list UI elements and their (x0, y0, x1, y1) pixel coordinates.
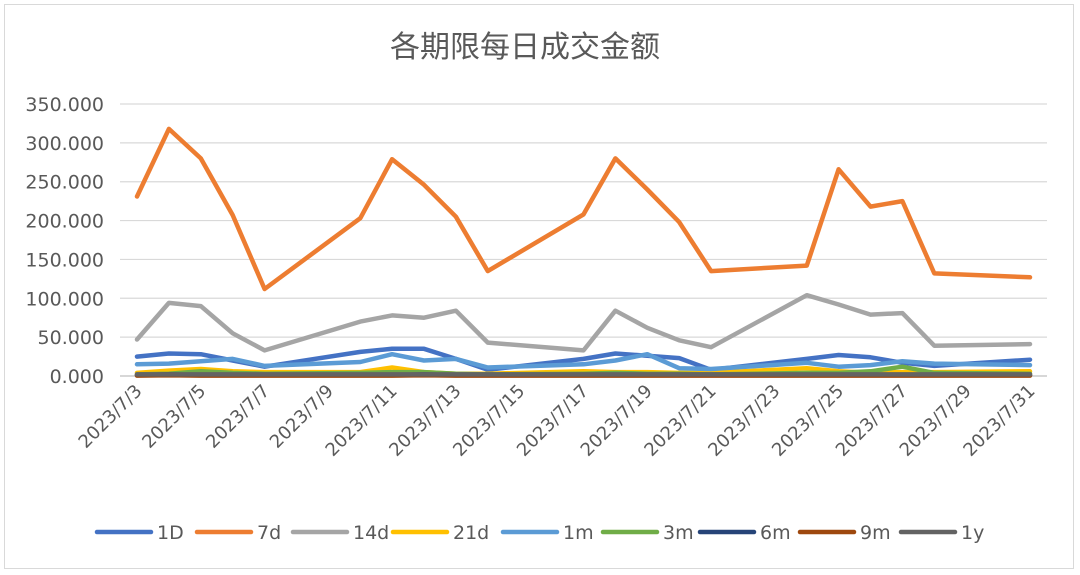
grid-layer (120, 103, 1047, 377)
series-line-1m (134, 351, 1033, 372)
legend-label: 1D (157, 522, 184, 544)
legend-label: 7d (257, 522, 281, 544)
y-tick-label: 300.000 (25, 133, 104, 155)
y-tick-label: 250.000 (25, 172, 104, 194)
legend-label: 21d (453, 522, 489, 544)
x-tick-label: 2023/7/3 (75, 381, 147, 453)
legend-label: 3m (663, 522, 694, 544)
legend-label: 6m (760, 522, 791, 544)
legend-label: 9m (860, 522, 891, 544)
chart-title: 各期限每日成交金额 (390, 30, 660, 65)
series-line-14d (134, 292, 1033, 353)
legend-label: 1m (563, 522, 594, 544)
legend-label: 1y (961, 522, 984, 544)
y-tick-label: 350.000 (25, 94, 104, 116)
x-tick-label: 2023/7/7 (202, 381, 274, 453)
x-tick-label: 2023/7/5 (138, 381, 210, 453)
y-tick-label: 0.000 (50, 366, 104, 388)
legend-label: 14d (353, 522, 389, 544)
x-axis-ticks: 2023/7/32023/7/52023/7/72023/7/92023/7/1… (75, 381, 1040, 461)
y-tick-label: 200.000 (25, 211, 104, 233)
y-tick-label: 100.000 (25, 288, 104, 310)
y-axis-ticks: 0.000 50.000 100.000 150.000 200.000 250.000 3… (25, 94, 104, 388)
y-tick-label: 50.000 (38, 327, 104, 349)
legend: 1D 7d 14d 21d 1m 3m 6m 9m 1y (94, 522, 984, 544)
chart-area (4, 4, 1074, 569)
y-tick-label: 150.000 (25, 249, 104, 271)
series-line-7d (134, 126, 1033, 292)
series-layer (134, 126, 1033, 378)
